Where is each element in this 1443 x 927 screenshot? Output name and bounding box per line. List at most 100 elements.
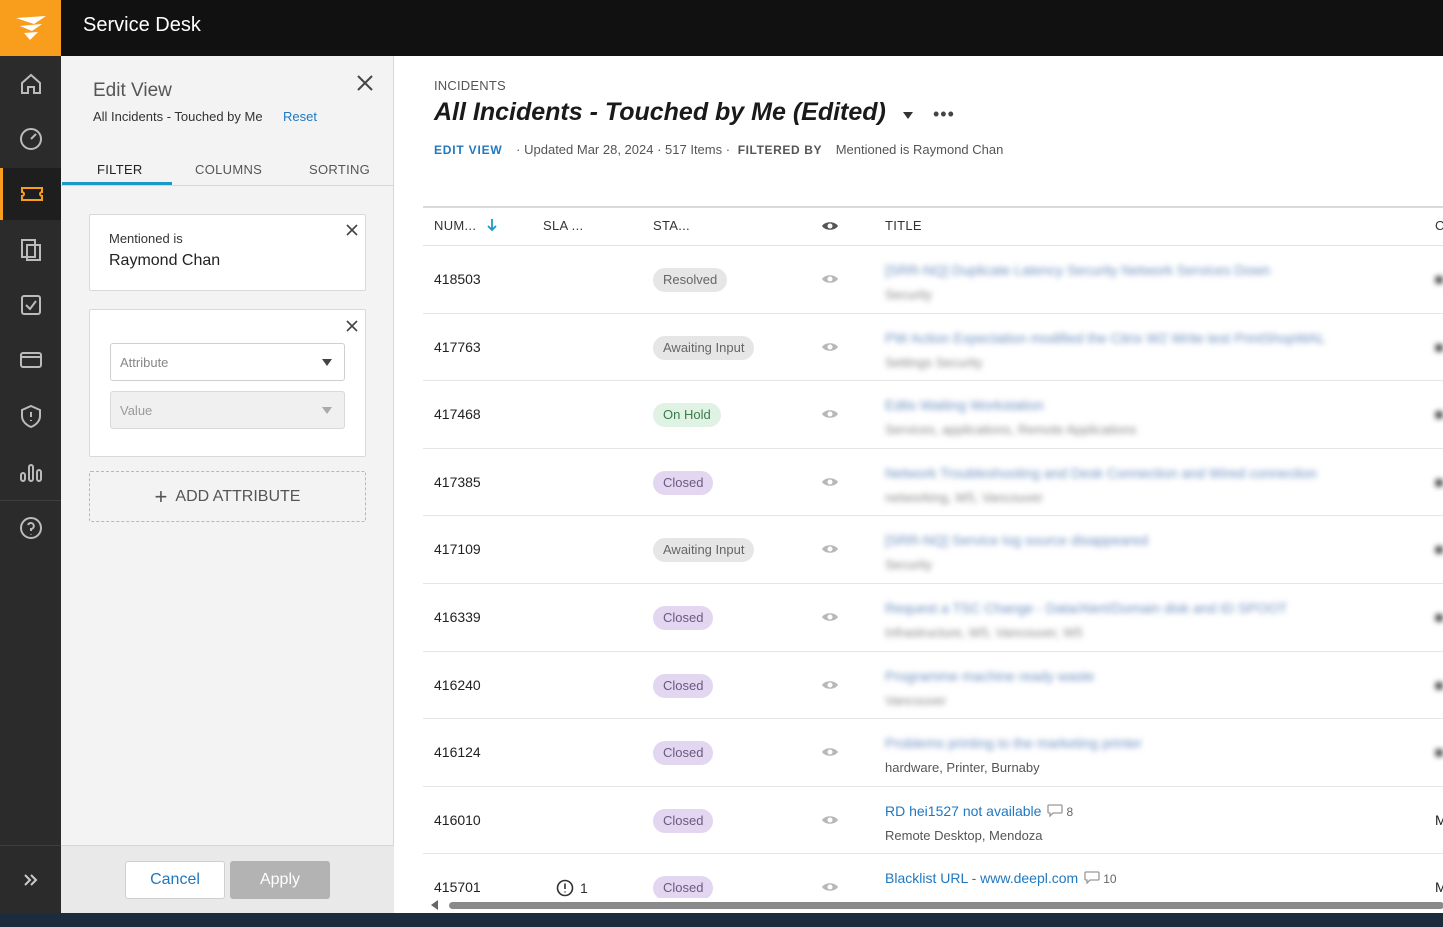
remove-filter-icon[interactable] — [345, 223, 359, 237]
edit-view-panel: Edit View All Incidents - Touched by Me … — [61, 56, 394, 913]
watch-eye-icon[interactable] — [821, 340, 839, 358]
watch-column-eye-icon[interactable] — [821, 220, 839, 235]
column-status[interactable]: STA... — [653, 218, 690, 233]
plus-icon: + — [154, 483, 168, 509]
incident-number[interactable]: 416240 — [434, 676, 481, 693]
reset-link[interactable]: Reset — [283, 109, 317, 124]
incident-title[interactable]: PW Action Expectation modified the Citri… — [885, 330, 1325, 346]
tasks-icon[interactable] — [0, 279, 61, 331]
table-row[interactable]: 417109 Awaiting Input [SRR-NQ] Service log… — [423, 516, 1443, 584]
incident-title[interactable]: [SRR-NQ] Service log source disappeared — [885, 532, 1148, 548]
incident-title[interactable]: Request a TSC Change - Data/Alert/Domain… — [885, 600, 1287, 616]
filter-summary: Mentioned is Raymond Chan — [835, 142, 1004, 157]
remove-new-filter-icon[interactable] — [345, 319, 359, 333]
incident-number[interactable]: 418503 — [434, 271, 481, 287]
table-row[interactable]: 418503 Resolved [SRR-NQ] Duplicate Latency… — [423, 246, 1443, 314]
scroll-left-icon[interactable] — [431, 900, 438, 910]
watch-eye-icon[interactable] — [821, 272, 839, 290]
solarwinds-logo-icon[interactable] — [0, 0, 61, 56]
watch-eye-icon[interactable] — [821, 880, 839, 898]
incident-title[interactable]: [SRR-NQ] Duplicate Latency Security Netw… — [885, 262, 1270, 278]
table-row[interactable]: 417468 On Hold Edits Waiting Workstation Se… — [423, 381, 1443, 449]
incident-title-text[interactable]: Request a TSC Change - Data/Alert/Domain… — [885, 599, 1288, 616]
incident-number[interactable]: 417109 — [434, 541, 481, 558]
incident-number[interactable]: 416339 — [434, 608, 481, 625]
comment-count: 8 — [1047, 804, 1074, 819]
watch-eye-icon[interactable] — [821, 678, 839, 696]
incident-title[interactable]: Programme machine ready waste — [885, 668, 1094, 684]
column-sla[interactable]: SLA ... — [543, 218, 584, 233]
apply-button[interactable]: Apply — [230, 861, 330, 899]
more-actions-icon[interactable]: ••• — [933, 104, 955, 124]
taskbar-strip — [0, 913, 1443, 927]
column-edge[interactable]: C — [1435, 218, 1443, 233]
home-icon[interactable] — [0, 58, 61, 110]
filter-card[interactable]: Mentioned is Raymond Chan — [89, 214, 366, 291]
status-badge: Closed — [653, 808, 714, 833]
incident-title-text[interactable]: [SRR-NQ] Service log source disappeared — [885, 532, 1149, 549]
watch-eye-icon[interactable] — [821, 745, 839, 763]
edge-cell: ■ — [1435, 676, 1443, 693]
incident-number[interactable]: 417468 — [434, 406, 481, 423]
add-attribute-label: ADD ATTRIBUTE — [175, 487, 301, 505]
table-row[interactable]: 416339 Closed Request a TSC Change - Data/… — [423, 583, 1443, 652]
value-dropdown[interactable]: Value — [110, 391, 345, 429]
table-row[interactable]: 417385 Closed Network Troubleshooting and … — [423, 448, 1443, 517]
rail-divider — [0, 500, 61, 501]
incident-title-text[interactable]: Blacklist URL - www.deepl.com — [885, 870, 1079, 887]
column-title[interactable]: TITLE — [885, 218, 922, 233]
watch-eye-icon[interactable] — [821, 407, 839, 425]
incident-title[interactable]: Blacklist URL - www.deepl.com 10 — [885, 870, 1117, 886]
dashboard-icon[interactable] — [0, 113, 61, 165]
watch-eye-icon[interactable] — [821, 813, 839, 831]
watch-eye-icon[interactable] — [821, 475, 839, 493]
shield-icon[interactable] — [0, 390, 61, 442]
reports-icon[interactable] — [0, 446, 61, 498]
incident-title[interactable]: Problems printing to the marketing print… — [885, 735, 1142, 751]
incident-title-text[interactable]: Edits Waiting Workstation — [885, 397, 1044, 414]
help-icon[interactable] — [0, 502, 61, 554]
incident-title-text[interactable]: PW Action Expectation modified the Citri… — [885, 329, 1326, 346]
incident-title-text[interactable]: [SRR-NQ] Duplicate Latency Security Netw… — [885, 262, 1271, 278]
attribute-dropdown[interactable]: Attribute — [110, 343, 345, 381]
ticket-icon[interactable] — [0, 168, 61, 220]
table-row[interactable]: 416124 Closed Problems printing to the mar… — [423, 719, 1443, 787]
horizontal-scrollbar[interactable] — [423, 898, 1443, 912]
incident-title[interactable]: Edits Waiting Workstation — [885, 397, 1044, 413]
incident-title-text[interactable]: Problems printing to the marketing print… — [885, 735, 1142, 752]
incident-number[interactable]: 416124 — [434, 744, 481, 761]
incident-number[interactable]: 415701 — [434, 879, 481, 896]
status-badge: Closed — [653, 876, 714, 901]
incident-number[interactable]: 417385 — [434, 473, 481, 490]
incident-title[interactable]: RD hei1527 not available 8 — [885, 803, 1073, 819]
card-icon[interactable] — [0, 334, 61, 386]
incident-title-text[interactable]: Programme machine ready waste — [885, 667, 1095, 684]
breadcrumb[interactable]: INCIDENTS — [434, 78, 506, 93]
incident-number[interactable]: 416010 — [434, 811, 481, 828]
incident-number[interactable]: 417763 — [434, 338, 481, 355]
incident-title[interactable]: Network Troubleshooting and Desk Connect… — [885, 465, 1317, 481]
column-number[interactable]: NUM... — [434, 218, 498, 233]
watch-eye-icon[interactable] — [821, 610, 839, 628]
incident-title-text[interactable]: Network Troubleshooting and Desk Connect… — [885, 464, 1317, 481]
scrollbar-thumb[interactable] — [449, 902, 1443, 909]
assets-icon[interactable] — [0, 224, 61, 276]
cancel-button[interactable]: Cancel — [125, 861, 225, 899]
tab-filter[interactable]: FILTER — [97, 162, 143, 177]
expand-icon[interactable] — [0, 845, 61, 913]
table-row[interactable]: 416240 Closed Programme machine ready wast… — [423, 652, 1443, 720]
table-row[interactable]: 416010 Closed RD hei1527 not available 8 Rem… — [423, 787, 1443, 855]
edit-view-link[interactable]: EDIT VIEW — [434, 143, 503, 157]
add-attribute-button[interactable]: + ADD ATTRIBUTE — [89, 471, 366, 522]
tab-columns[interactable]: COLUMNS — [195, 162, 263, 177]
view-selector-chevron-icon[interactable] — [903, 112, 913, 119]
table-row[interactable]: 417763 Awaiting Input PW Action Expectatio… — [423, 313, 1443, 382]
comment-count-value: 8 — [1066, 804, 1074, 819]
status-badge: Closed — [653, 605, 714, 630]
tab-sorting[interactable]: SORTING — [309, 162, 371, 177]
close-icon[interactable] — [354, 72, 376, 94]
incident-title-text[interactable]: RD hei1527 not available — [885, 802, 1042, 819]
column-number-label: NUM... — [434, 218, 477, 233]
watch-eye-icon[interactable] — [821, 542, 839, 560]
edge-cell: ■ — [1435, 541, 1443, 558]
